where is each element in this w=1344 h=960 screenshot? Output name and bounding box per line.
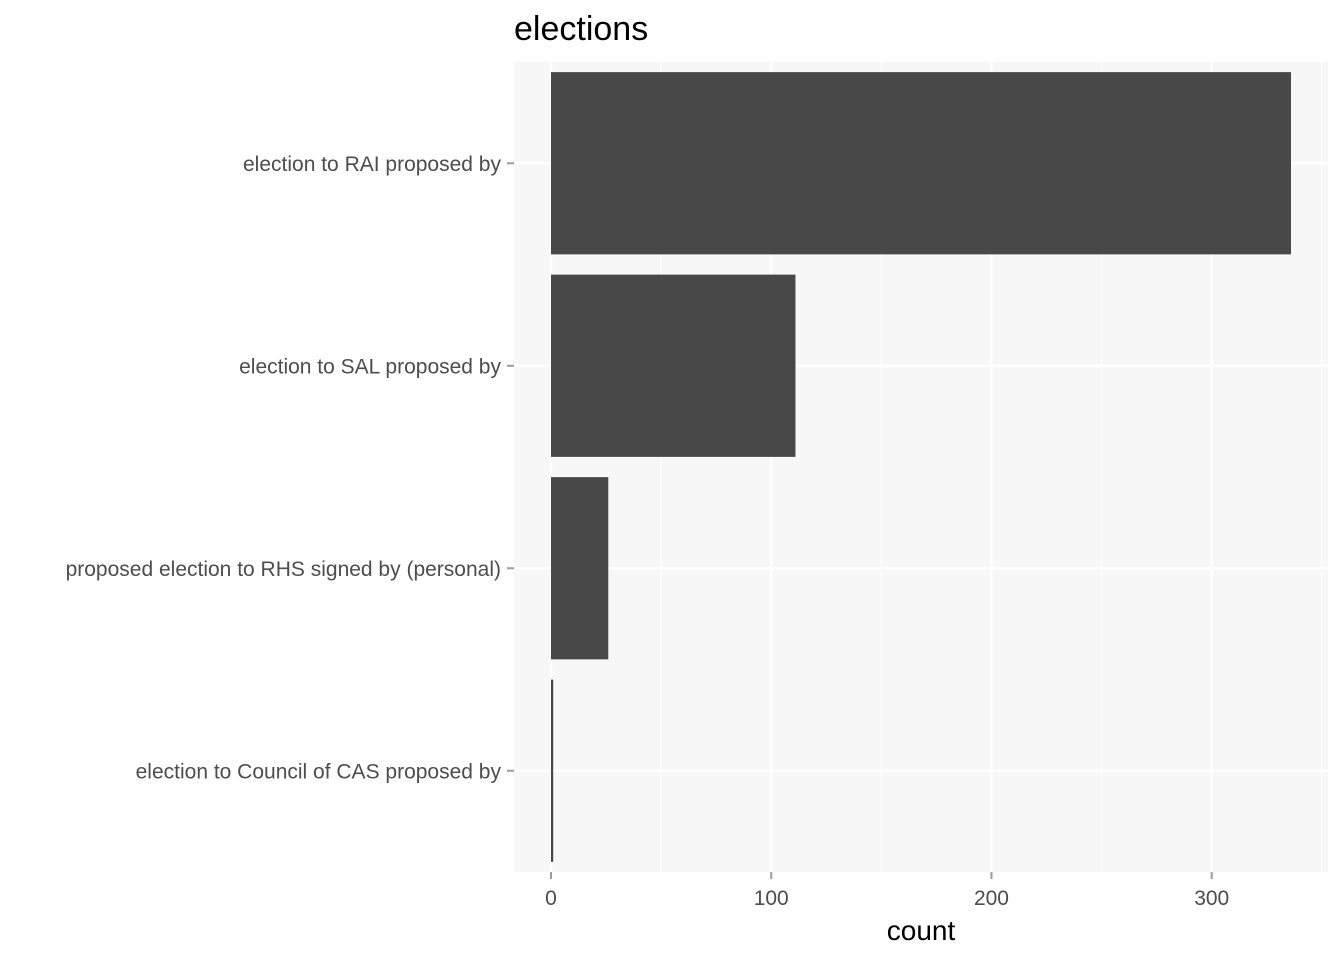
x-axis-label: count: [887, 915, 956, 946]
y-tick-label: election to RAI proposed by: [243, 153, 501, 176]
chart-title: elections: [514, 10, 648, 48]
y-tick-label: election to SAL proposed by: [239, 355, 501, 378]
x-tick-label: 100: [754, 887, 789, 910]
bars: [551, 72, 1291, 862]
bar: [551, 477, 609, 660]
x-axis: 0 100 200 300: [545, 872, 1229, 910]
y-tick-label: election to Council of CAS proposed by: [136, 760, 502, 783]
y-tick-label: proposed election to RHS signed by (pers…: [66, 558, 501, 581]
bar: [551, 274, 796, 457]
bar: [551, 72, 1291, 255]
x-tick-label: 200: [974, 887, 1009, 910]
x-tick-label: 0: [545, 887, 557, 910]
bar: [551, 679, 554, 862]
y-axis: election to RAI proposed by election to S…: [66, 153, 514, 783]
x-tick-label: 300: [1194, 887, 1229, 910]
